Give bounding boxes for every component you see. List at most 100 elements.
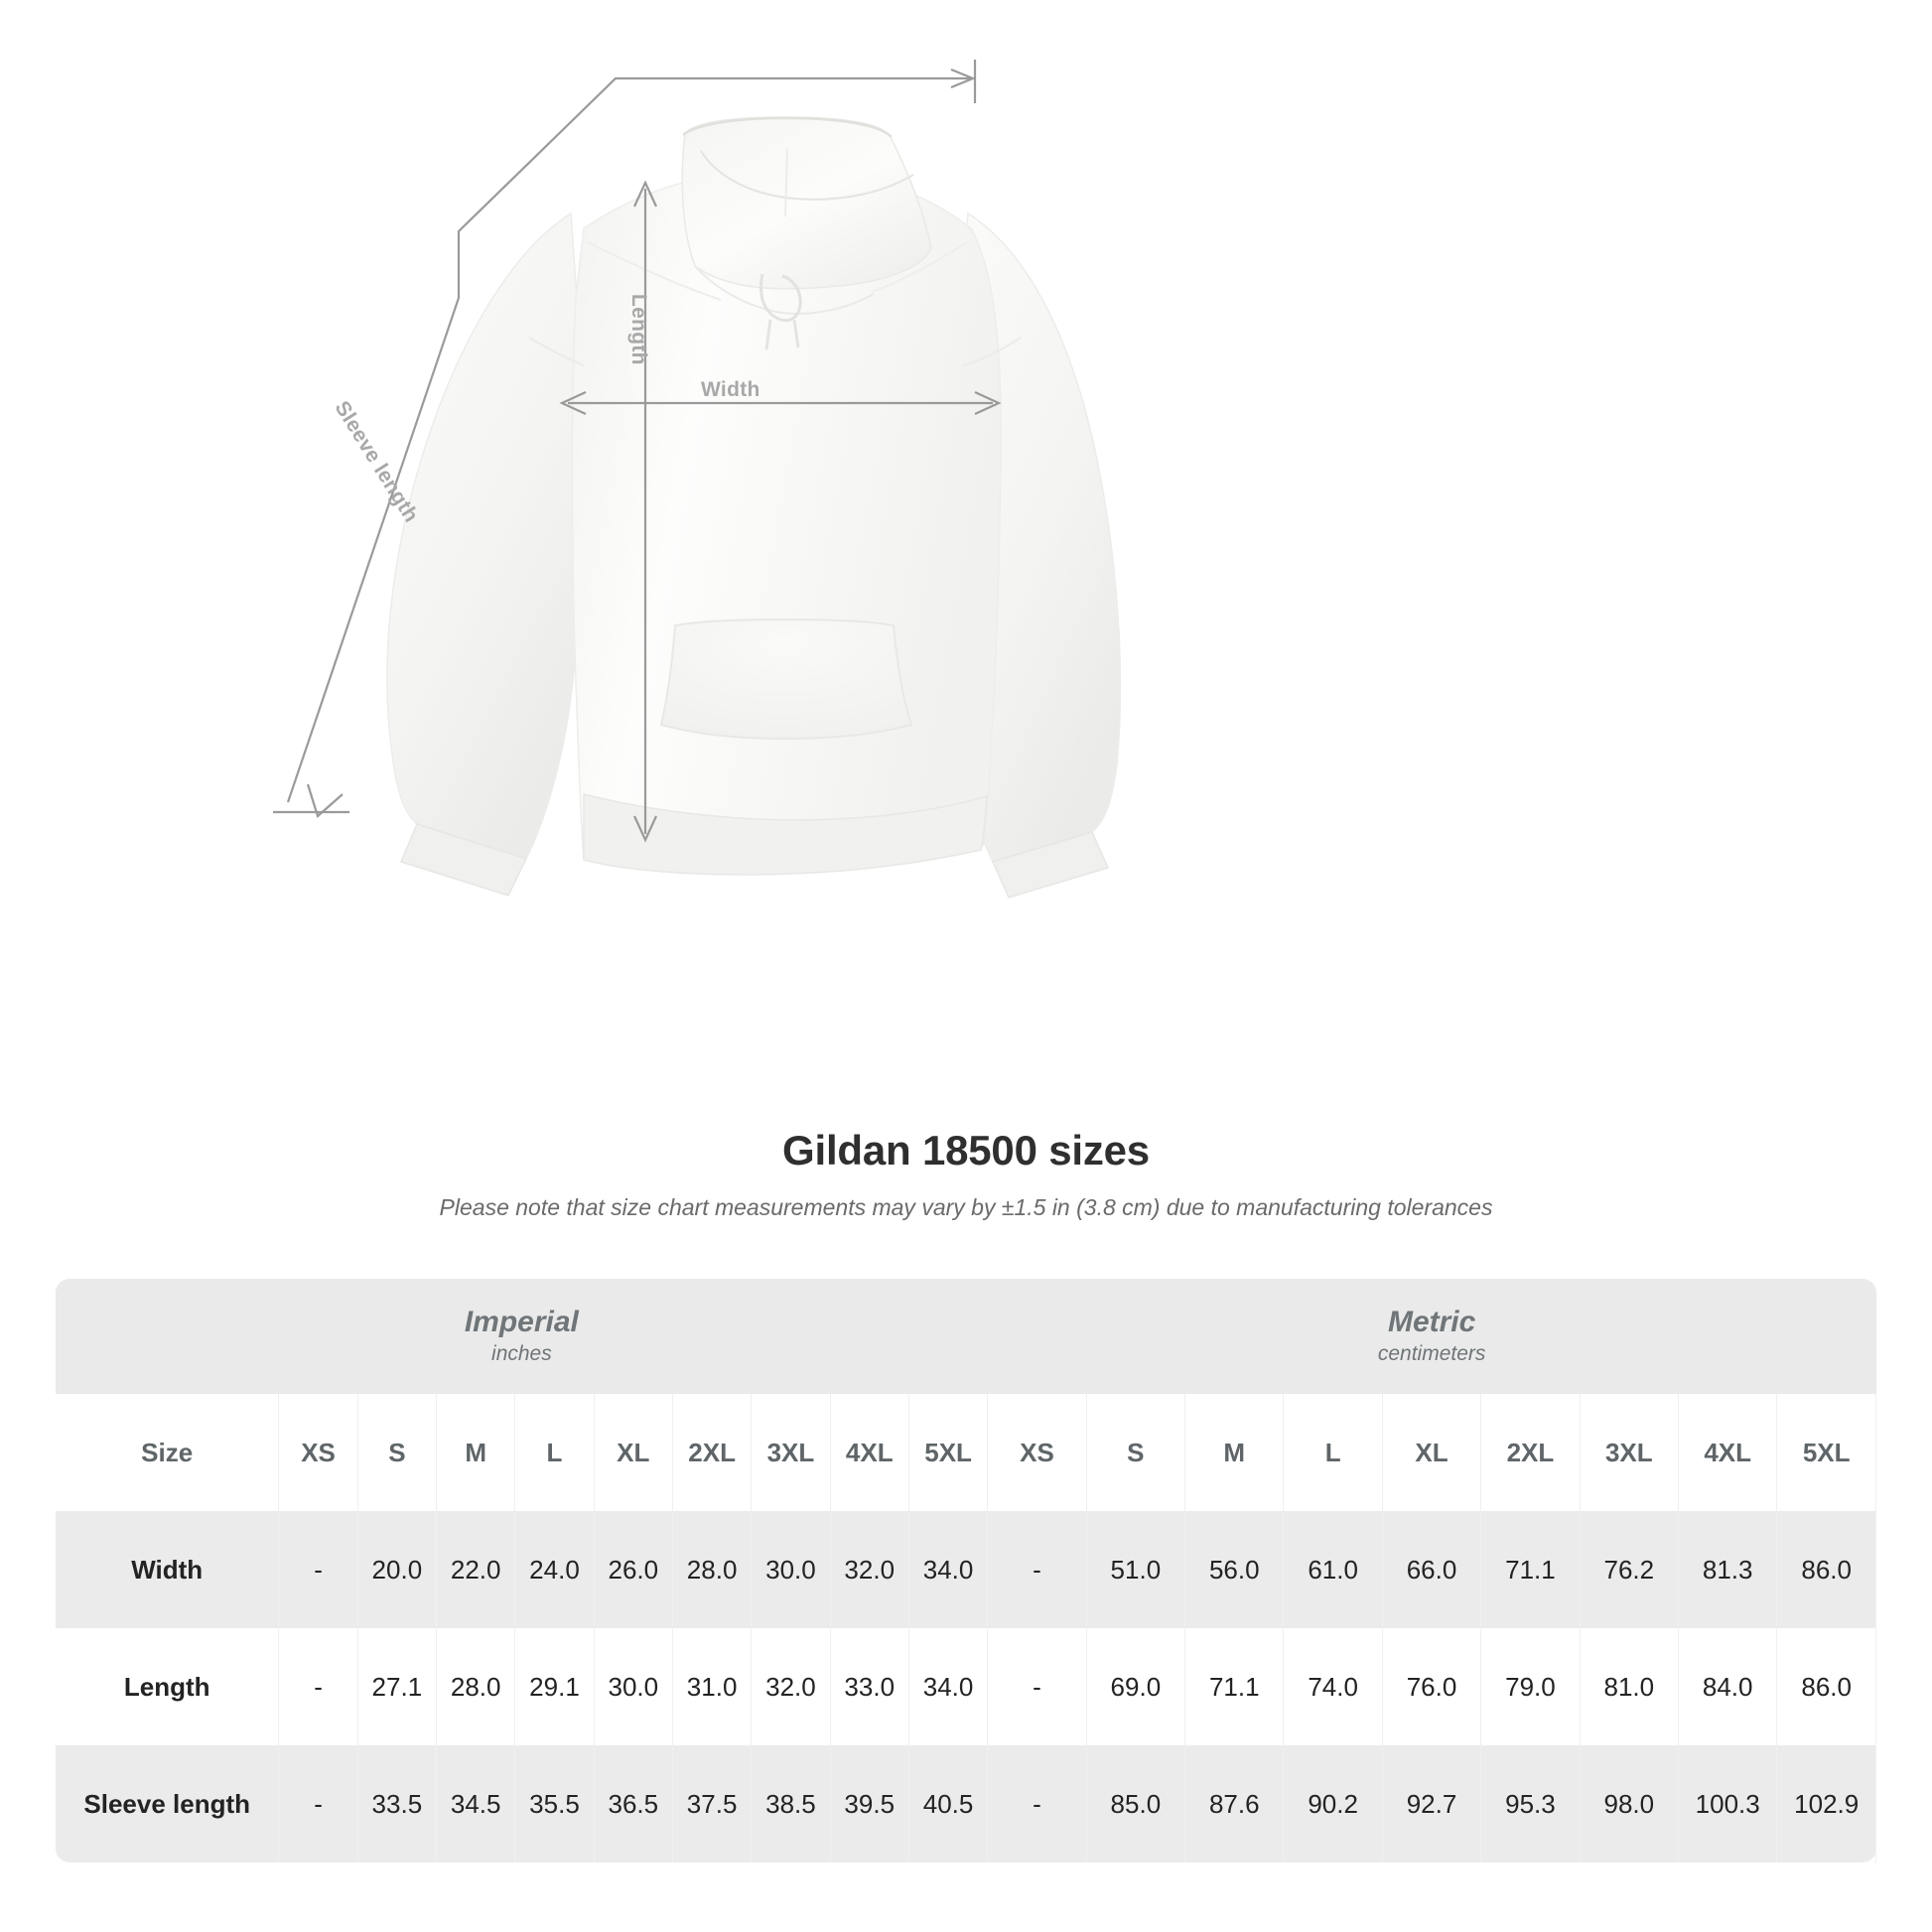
size-header-imperial-xl: XL: [594, 1394, 673, 1511]
sleeve-metric-xs: -: [987, 1745, 1087, 1863]
right-cuff: [991, 831, 1110, 898]
left-sleeve-crease: [528, 337, 585, 366]
size-header-metric-5xl: 5XL: [1776, 1394, 1876, 1511]
length-metric-m: 71.1: [1184, 1628, 1285, 1745]
left-sleeve: [386, 211, 586, 860]
length-label: Length: [627, 294, 650, 365]
width-imperial-4xl: 32.0: [830, 1511, 909, 1628]
right-shoulder-seam: [871, 241, 968, 293]
size-header-imperial-s: S: [357, 1394, 438, 1511]
size-header-imperial-5xl: 5XL: [908, 1394, 989, 1511]
neckline: [694, 265, 875, 315]
width-metric-l: 61.0: [1283, 1511, 1383, 1628]
sleeve-metric-2xl: 95.3: [1480, 1745, 1581, 1863]
size-header-metric-2xl: 2XL: [1480, 1394, 1581, 1511]
width-imperial-5xl: 34.0: [908, 1511, 989, 1628]
width-metric-4xl: 81.3: [1678, 1511, 1778, 1628]
length-imperial-l: 29.1: [514, 1628, 595, 1745]
length-imperial-m: 28.0: [436, 1628, 516, 1745]
sleeve-imperial-5xl: 40.5: [908, 1745, 989, 1863]
size-header-metric-xl: XL: [1382, 1394, 1482, 1511]
length-metric-3xl: 81.0: [1580, 1628, 1680, 1745]
width-metric-2xl: 71.1: [1480, 1511, 1581, 1628]
hood-center-fold: [784, 148, 788, 217]
length-metric-2xl: 79.0: [1480, 1628, 1581, 1745]
width-imperial-s: 20.0: [357, 1511, 438, 1628]
sleeve-metric-5xl: 102.9: [1776, 1745, 1876, 1863]
length-imperial-xl: 30.0: [594, 1628, 673, 1745]
length-imperial-s: 27.1: [357, 1628, 438, 1745]
length-metric-5xl: 86.0: [1776, 1628, 1876, 1745]
sleeve-length-dimension: [273, 60, 977, 818]
row-label-width: Width: [56, 1511, 280, 1628]
hood: [681, 116, 932, 290]
title-block: Gildan 18500 sizes Please note that size…: [0, 1127, 1932, 1221]
size-header-imperial-4xl: 4XL: [830, 1394, 909, 1511]
left-shoulder-seam: [587, 241, 722, 301]
sleeve-imperial-2xl: 37.5: [672, 1745, 753, 1863]
drawstring-left: [764, 319, 772, 350]
size-header-metric-3xl: 3XL: [1580, 1394, 1680, 1511]
length-imperial-5xl: 34.0: [908, 1628, 989, 1745]
length-imperial-2xl: 31.0: [672, 1628, 753, 1745]
bottom-hem: [583, 793, 988, 876]
page-title: Gildan 18500 sizes: [782, 1127, 1150, 1173]
sleeve-metric-3xl: 98.0: [1580, 1745, 1680, 1863]
hood-inner-edge: [700, 150, 914, 201]
width-metric-xs: -: [987, 1511, 1087, 1628]
table-row-sleeve-length: Sleeve length - 33.5 34.5 35.5 36.5 37.5…: [56, 1745, 1876, 1863]
width-dimension: [559, 391, 1002, 415]
metric-unit-sub: centimeters: [1377, 1341, 1486, 1365]
size-header-label: Size: [56, 1394, 280, 1511]
size-header-metric-m: M: [1184, 1394, 1285, 1511]
imperial-unit-cell: Imperial inches: [56, 1279, 988, 1394]
hood-top-seam: [682, 116, 893, 138]
width-metric-m: 56.0: [1184, 1511, 1285, 1628]
hoodie-illustration: [273, 60, 1122, 898]
row-label-sleeve-length: Sleeve length: [56, 1745, 280, 1863]
length-imperial-4xl: 33.0: [830, 1628, 909, 1745]
width-imperial-xs: -: [278, 1511, 358, 1628]
sleeve-metric-4xl: 100.3: [1678, 1745, 1778, 1863]
sleeve-imperial-xl: 36.5: [594, 1745, 673, 1863]
length-metric-xs: -: [987, 1628, 1087, 1745]
size-header-metric-xs: XS: [987, 1394, 1087, 1511]
sleeve-imperial-4xl: 39.5: [830, 1745, 909, 1863]
size-header-metric-4xl: 4XL: [1678, 1394, 1778, 1511]
width-metric-s: 51.0: [1086, 1511, 1186, 1628]
width-metric-xl: 66.0: [1382, 1511, 1482, 1628]
width-imperial-l: 24.0: [514, 1511, 595, 1628]
size-header-metric-l: L: [1283, 1394, 1383, 1511]
width-imperial-3xl: 30.0: [751, 1511, 831, 1628]
unit-header-row: Imperial inches Metric centimeters: [56, 1279, 1876, 1394]
sleeve-metric-l: 90.2: [1283, 1745, 1383, 1863]
length-metric-l: 74.0: [1283, 1628, 1383, 1745]
sleeve-imperial-s: 33.5: [357, 1745, 438, 1863]
size-header-imperial-3xl: 3XL: [751, 1394, 831, 1511]
width-imperial-2xl: 28.0: [672, 1511, 753, 1628]
width-imperial-m: 22.0: [436, 1511, 516, 1628]
drawstring-right: [792, 319, 800, 348]
size-header-metric-s: S: [1086, 1394, 1186, 1511]
size-header-imperial-2xl: 2XL: [672, 1394, 753, 1511]
sleeve-imperial-3xl: 38.5: [751, 1745, 831, 1863]
imperial-unit-sub: inches: [491, 1341, 552, 1365]
page-subtitle: Please note that size chart measurements…: [439, 1194, 1493, 1220]
length-dimension: [633, 180, 657, 843]
sleeve-imperial-m: 34.5: [436, 1745, 516, 1863]
sleeve-metric-s: 85.0: [1086, 1745, 1186, 1863]
metric-unit-cell: Metric centimeters: [987, 1279, 1876, 1394]
sleeve-metric-m: 87.6: [1184, 1745, 1285, 1863]
width-metric-3xl: 76.2: [1580, 1511, 1680, 1628]
length-metric-4xl: 84.0: [1678, 1628, 1778, 1745]
width-imperial-xl: 26.0: [594, 1511, 673, 1628]
length-imperial-xs: -: [278, 1628, 358, 1745]
sleeve-metric-xl: 92.7: [1382, 1745, 1482, 1863]
right-sleeve-crease: [962, 337, 1022, 366]
kangaroo-pocket: [659, 618, 913, 741]
length-imperial-3xl: 32.0: [751, 1628, 831, 1745]
size-table-container: Imperial inches Metric centimeters Size …: [56, 1279, 1876, 1863]
table-row-width: Width - 20.0 22.0 24.0 26.0 28.0 30.0 32…: [56, 1511, 1876, 1628]
imperial-unit-name: Imperial: [464, 1306, 579, 1339]
size-header-row: Size XS S M L XL 2XL 3XL 4XL 5XL XS S M …: [56, 1394, 1876, 1511]
